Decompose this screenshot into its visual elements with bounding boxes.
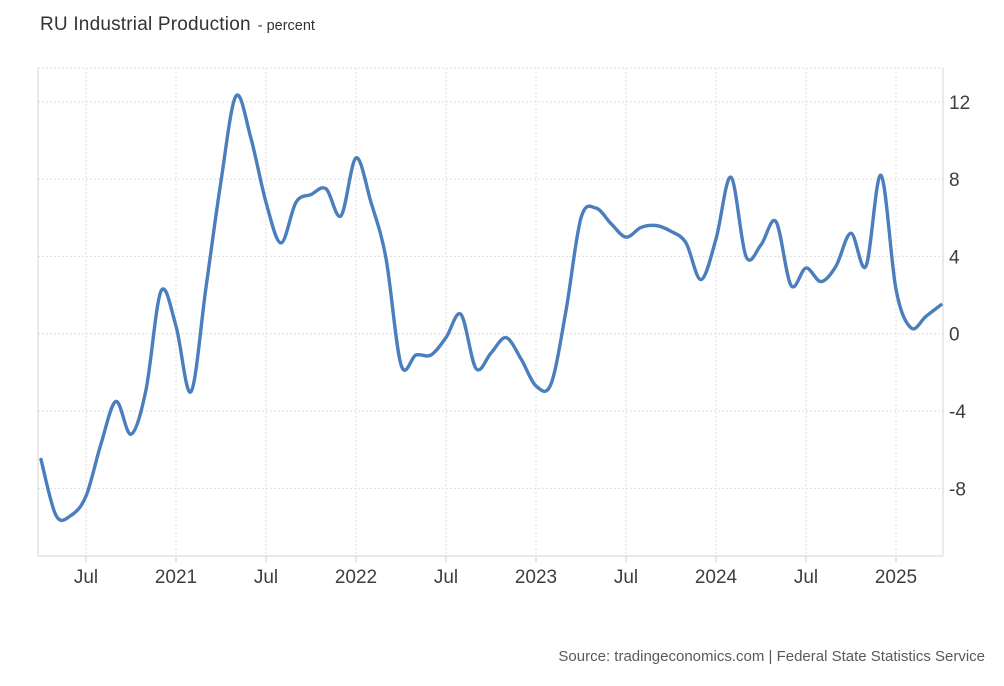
x-tick-label: 2025 (875, 567, 917, 588)
chart-title: RU Industrial Production (40, 14, 251, 35)
series-line[interactable] (39, 93, 943, 523)
chart-subtitle: - percent (257, 18, 315, 34)
x-tick-label: 2023 (515, 567, 557, 588)
x-tick-label: 2021 (155, 567, 197, 588)
x-tick-label: Jul (794, 567, 818, 588)
x-tick-label: Jul (614, 567, 638, 588)
y-tick-label: 4 (949, 247, 960, 268)
chart-header: RU Industrial Production - percent (40, 14, 315, 36)
line-chart-plot-area[interactable]: 12 8 4 0 -4 -8 Jul 2021 Jul 2022 Jul 2023 Jul 2024 Jul… (0, 0, 1004, 620)
source-attribution: Source: tradingeconomics.com | Federal S… (558, 648, 985, 665)
y-tick-label: -8 (949, 479, 966, 500)
y-tick-label: -4 (949, 402, 966, 423)
y-tick-label: 12 (949, 93, 970, 114)
x-tick-label: Jul (434, 567, 458, 588)
x-tick-label: 2022 (335, 567, 377, 588)
x-tick-label: Jul (74, 567, 98, 588)
y-tick-label: 8 (949, 170, 960, 191)
x-tick-label: Jul (254, 567, 278, 588)
x-tick-label: 2024 (695, 567, 738, 588)
y-tick-label: 0 (949, 325, 960, 346)
